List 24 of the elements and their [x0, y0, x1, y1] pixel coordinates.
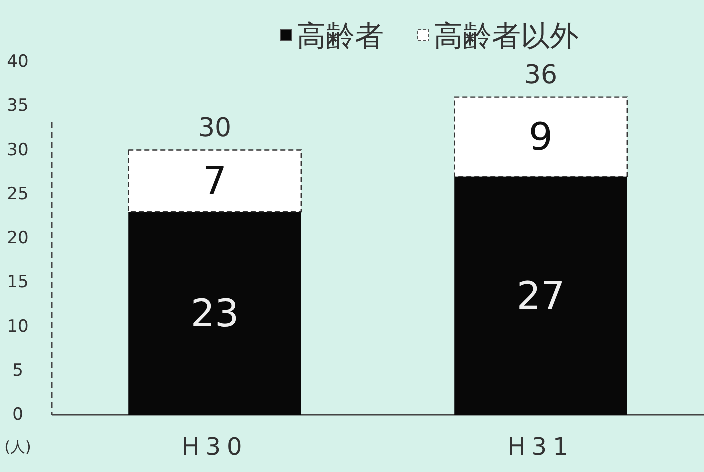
data-label: 9 [528, 115, 554, 160]
y-tick-label: 30 [7, 140, 29, 160]
y-tick-label: 5 [12, 360, 24, 381]
legend-label: 高齢者以外 [434, 19, 579, 53]
y-tick-label: 20 [7, 228, 29, 248]
bar [454, 176, 628, 415]
data-label: 27 [516, 274, 566, 318]
data-label: 7 [202, 159, 228, 204]
y-tick-label: 10 [7, 316, 29, 337]
y-tick-label: 35 [7, 96, 29, 116]
data-label: 23 [190, 292, 240, 336]
x-tick-label: H31 [508, 433, 574, 461]
y-tick-label: 40 [7, 52, 29, 72]
bar [454, 96, 628, 178]
legend-label: 高齢者 [297, 19, 384, 53]
y-tick-label: 0 [12, 405, 24, 425]
y-tick-label: 25 [7, 184, 29, 204]
x-tick-label: H30 [182, 433, 248, 461]
y-tick-label: 15 [7, 272, 29, 293]
total-label: 30 [198, 113, 232, 144]
bar [128, 212, 302, 415]
bar [128, 150, 302, 213]
y-axis-title: (人) [4, 438, 32, 456]
total-label: 36 [524, 60, 558, 90]
